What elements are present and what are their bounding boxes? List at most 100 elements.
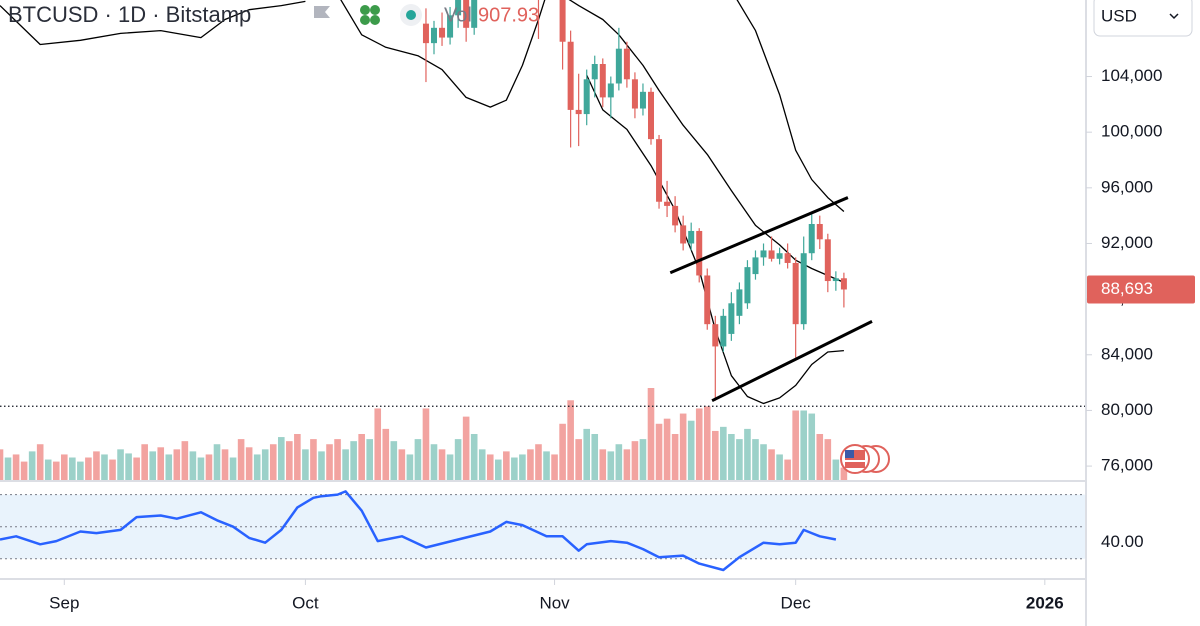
volume-bar xyxy=(631,441,639,480)
volume-bar xyxy=(149,451,157,480)
volume-bar xyxy=(52,461,60,480)
volume-bar xyxy=(583,428,591,480)
last-price-box xyxy=(1087,275,1195,304)
volume-bar xyxy=(800,410,808,480)
volume-bar xyxy=(342,449,349,480)
candle-body xyxy=(744,267,751,304)
candle-body xyxy=(800,253,807,325)
volume-bar xyxy=(623,449,631,480)
currency-box[interactable] xyxy=(1093,0,1193,37)
volume-bar xyxy=(101,454,108,480)
trendline xyxy=(669,196,849,275)
volume-bar xyxy=(28,451,36,480)
volume-bar xyxy=(599,449,607,480)
volume-bar xyxy=(20,461,28,480)
volume-bar xyxy=(462,416,470,480)
candle-body xyxy=(792,262,799,325)
header: BTCUSD · 1D · Bitstamp Vol 907.93 xyxy=(8,2,539,27)
currency-label[interactable]: USD xyxy=(1101,6,1137,25)
volume-bar xyxy=(326,444,333,480)
candle-body xyxy=(575,109,582,115)
last-price-label: 88,693 xyxy=(1101,279,1153,298)
volume-label: Vol xyxy=(444,4,472,26)
volume-bar xyxy=(736,439,743,480)
candle-body xyxy=(567,41,574,110)
candle-body xyxy=(431,27,437,44)
volume-bar xyxy=(414,439,422,480)
volume-bar xyxy=(133,457,140,480)
volume-bar xyxy=(374,408,382,480)
volume-bar xyxy=(679,413,687,480)
candle-body xyxy=(768,250,775,259)
volume-panel xyxy=(0,388,848,480)
volume-bar xyxy=(671,434,679,480)
volume-bar xyxy=(543,451,550,480)
volume-bar xyxy=(768,449,775,480)
volume-bar xyxy=(728,434,735,480)
volume-bar xyxy=(470,434,478,480)
candle-body xyxy=(760,250,767,258)
volume-bar xyxy=(269,444,277,480)
volume-bar xyxy=(181,441,189,480)
y-tick-label: 76,000 xyxy=(1101,456,1153,475)
volume-bar xyxy=(382,428,390,480)
volume-bar xyxy=(752,439,759,480)
volume-bar xyxy=(85,457,92,480)
candle-body xyxy=(455,0,462,16)
candle-body xyxy=(471,0,478,28)
candle-body xyxy=(439,27,446,38)
candle-body xyxy=(422,23,429,44)
candle-body xyxy=(648,91,654,140)
x-tick-label: Sep xyxy=(49,593,79,612)
volume-bar xyxy=(213,444,221,480)
candle-body xyxy=(623,48,630,80)
volume-bar xyxy=(60,454,68,480)
flag-icon xyxy=(314,6,330,18)
y-tick-label: 92,000 xyxy=(1101,233,1153,252)
volume-bar xyxy=(125,453,132,480)
volume-bar xyxy=(261,449,269,480)
candle-body xyxy=(607,83,614,98)
volume-bar xyxy=(430,444,438,480)
volume-bar xyxy=(687,420,695,480)
candle-body xyxy=(591,64,598,80)
volume-bar xyxy=(784,459,791,480)
volume-bar xyxy=(454,439,462,480)
rsi-tick-label: 40.00 xyxy=(1101,532,1144,551)
volume-bar xyxy=(494,459,502,480)
candle-body xyxy=(816,224,823,240)
candle-body xyxy=(704,275,711,325)
volume-bar xyxy=(189,451,197,480)
volume-bar xyxy=(607,451,615,480)
volume-bar xyxy=(527,449,534,480)
candle-body xyxy=(736,289,743,316)
volume-bar xyxy=(647,388,655,480)
volume-bar xyxy=(221,449,229,480)
volume-bar xyxy=(245,447,253,480)
volume-bar xyxy=(703,406,711,480)
currency-selector[interactable]: USD xyxy=(1093,0,1193,37)
volume-bar xyxy=(157,447,165,480)
candle-body xyxy=(832,278,839,282)
y-tick-label: 84,000 xyxy=(1101,344,1153,363)
volume-bar xyxy=(744,428,751,480)
trendline xyxy=(711,320,873,403)
volume-bar xyxy=(93,451,100,480)
volume-bar xyxy=(77,461,84,480)
volume-bar xyxy=(551,454,558,480)
volume-bar xyxy=(109,459,116,480)
volume-bar xyxy=(12,454,20,480)
volume-bar xyxy=(294,434,301,480)
volume-bar xyxy=(575,439,582,480)
volume-bar xyxy=(44,459,52,480)
candle-body xyxy=(639,91,646,109)
chevron-icon[interactable] xyxy=(1169,13,1179,20)
volume-bar xyxy=(511,457,518,480)
volume-bar xyxy=(318,451,325,480)
volume-bar xyxy=(639,439,647,480)
candle-body xyxy=(784,253,791,263)
volume-bar xyxy=(358,434,365,480)
volume-bar xyxy=(117,449,124,480)
rsi-panel xyxy=(0,490,1085,572)
